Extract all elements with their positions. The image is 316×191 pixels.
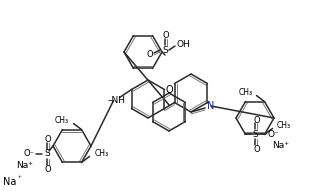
Text: OH: OH	[176, 40, 190, 49]
Text: O: O	[253, 116, 260, 125]
Text: Na: Na	[3, 177, 17, 187]
Text: Na⁺: Na⁺	[16, 162, 33, 171]
Text: CH₃: CH₃	[238, 88, 252, 97]
Text: O⁻: O⁻	[23, 150, 34, 159]
Text: CH₃: CH₃	[94, 149, 109, 158]
Text: S: S	[252, 130, 258, 139]
Text: O: O	[253, 145, 260, 154]
Text: ⁺: ⁺	[17, 176, 21, 182]
Text: CH₃: CH₃	[276, 121, 291, 130]
Text: O: O	[45, 164, 51, 173]
Text: S: S	[44, 150, 50, 159]
Text: N: N	[207, 101, 215, 111]
Text: O: O	[45, 135, 51, 145]
Text: O⁻: O⁻	[268, 130, 279, 139]
Text: O: O	[163, 31, 169, 40]
Text: O: O	[147, 49, 153, 58]
Text: S: S	[162, 45, 168, 54]
Text: CH₃: CH₃	[54, 116, 69, 125]
Text: O: O	[166, 84, 173, 95]
Text: Na⁺: Na⁺	[272, 141, 289, 150]
Text: –NH: –NH	[107, 96, 125, 105]
